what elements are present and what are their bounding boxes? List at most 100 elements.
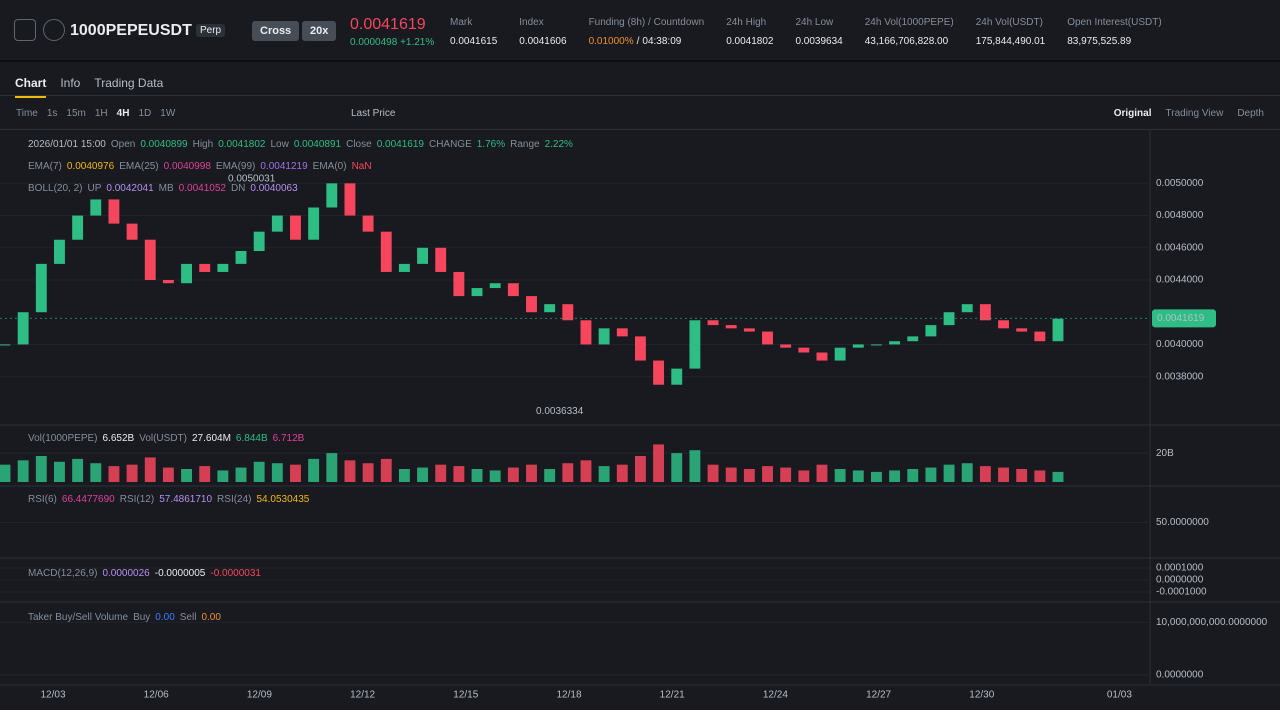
legend-item: 6.844B: [235, 433, 268, 444]
volume-bar: [1016, 469, 1028, 482]
volume-bar: [852, 470, 864, 482]
y-tick-label: 0.0048000: [1156, 210, 1204, 221]
price-type[interactable]: Last Price: [351, 108, 396, 119]
legend-item: EMA(7): [28, 161, 62, 172]
stats: Mark 0.0041615 Index 0.0041606 Funding (8h) …: [450, 17, 1162, 47]
divider: [0, 95, 1280, 96]
legend-item: MACD(12,26,9): [28, 568, 98, 579]
stat-label: 24h Vol(1000PEPE): [864, 17, 954, 28]
volume-bar: [181, 469, 192, 482]
volume-bar: [471, 469, 483, 482]
favorite[interactable]: [14, 19, 36, 41]
stat: 24h Low 0.0039634: [795, 17, 842, 47]
view[interactable]: Original: [1113, 108, 1152, 119]
legend-item: EMA(0): [312, 161, 347, 172]
legend-item: Open: [110, 139, 136, 150]
y-tick-label: 10,000,000,000.0000000: [1156, 617, 1268, 628]
candle: [290, 215, 301, 240]
stat-value: 0.0041606: [519, 36, 566, 47]
x-tick-label: 01/03: [1107, 690, 1132, 701]
interval[interactable]: 1D: [138, 108, 152, 119]
candle: [834, 347, 846, 361]
legend-row: 2026/01/01 15:00 Open 0.0040899 High 0.00418…: [28, 139, 578, 150]
volume-bar: [743, 469, 755, 482]
volume-bar: [489, 470, 501, 482]
funding-rate: 0.01000%: [588, 36, 634, 47]
view[interactable]: Depth: [1237, 108, 1264, 119]
legend-item: 0.0042041: [106, 183, 154, 194]
candle: [907, 336, 919, 342]
candle: [217, 263, 229, 272]
tabs: Chart Info Trading Data: [15, 76, 163, 98]
volume-bar: [634, 456, 646, 482]
candle: [616, 328, 628, 337]
y-tick-label: 0.0001000: [1156, 563, 1204, 574]
interval[interactable]: Time: [16, 108, 38, 119]
volume-bar: [308, 458, 320, 482]
leverage[interactable]: 20x: [302, 21, 337, 41]
candle: [1034, 331, 1046, 342]
views: Original Trading View Depth: [1114, 108, 1264, 119]
volume-bar: [217, 470, 229, 482]
interval[interactable]: 1H: [94, 108, 108, 119]
y-tick-label: 0.0038000: [1156, 371, 1204, 382]
x-tick-label: 12/27: [866, 690, 891, 701]
stat: Index 0.0041606: [519, 17, 566, 47]
badge: Perp: [196, 24, 226, 37]
candle: [235, 251, 247, 264]
legend-item: 0.0041619: [376, 139, 424, 150]
volume-bar: [671, 453, 683, 482]
legend-item: 0.0041052: [178, 183, 226, 194]
symbol[interactable]: 1000PEPEUSDT: [70, 22, 192, 39]
candle: [471, 288, 483, 297]
y-tick-label: 0.0000000: [1156, 670, 1204, 681]
candle: [0, 344, 11, 346]
candle: [162, 280, 174, 284]
stat-value: 83,975,525.89: [1067, 36, 1161, 47]
candle: [871, 344, 882, 346]
volume-bar: [961, 463, 973, 482]
interval[interactable]: 4H: [116, 108, 130, 119]
volume-bar: [35, 456, 47, 482]
stat-number: 0.0041802: [726, 36, 774, 47]
interval[interactable]: 1W: [160, 108, 176, 119]
candle: [380, 231, 392, 272]
candle: [671, 368, 683, 385]
x-tick-label: 12/09: [247, 690, 272, 701]
candle: [562, 304, 574, 321]
candle: [889, 341, 901, 345]
volume-bar: [907, 469, 919, 482]
volume-bar: [598, 466, 610, 482]
candle: [943, 312, 955, 326]
interval[interactable]: 15m: [66, 108, 86, 119]
legend-item: 0.0000026: [102, 568, 150, 579]
volume-bar: [162, 467, 174, 482]
stat-value: 0.0039634: [795, 36, 842, 47]
stat-value: 0.0041802: [726, 36, 773, 47]
legend-item: BOLL(20, 2): [28, 183, 83, 194]
volume-bar: [925, 467, 937, 482]
candle: [798, 347, 810, 353]
volume-bar: [834, 469, 846, 482]
candle: [1016, 328, 1028, 332]
last-price: 0.0041619: [350, 16, 426, 33]
volume-bar: [725, 467, 737, 482]
volume-bar: [816, 464, 828, 482]
legend-item: -0.0000005: [154, 568, 206, 579]
margin-mode[interactable]: Cross: [252, 21, 300, 41]
interval[interactable]: 1s: [46, 108, 58, 119]
tab[interactable]: Info: [60, 76, 81, 90]
view[interactable]: Trading View: [1165, 108, 1224, 119]
candle: [199, 263, 211, 272]
candle: [816, 352, 828, 361]
volume-bar: [108, 466, 120, 482]
volume-bar: [417, 467, 429, 482]
candle: [17, 312, 29, 345]
tab[interactable]: Trading Data: [94, 76, 164, 90]
legend-item: 0.0040891: [293, 139, 342, 150]
candle: [580, 320, 592, 345]
stat-label: Funding (8h) / Countdown: [588, 17, 705, 28]
tab[interactable]: Chart: [15, 76, 47, 98]
legend-item: 1.76%: [476, 139, 506, 150]
candle: [453, 271, 465, 297]
